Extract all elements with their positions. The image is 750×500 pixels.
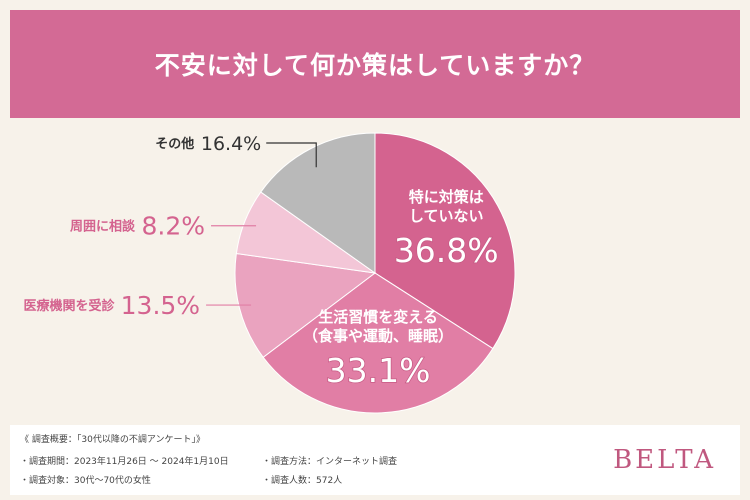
slice-value-0: 36.8% — [394, 231, 499, 270]
slice-label-0: していない — [409, 207, 484, 225]
survey-count: ・調査人数：572人 — [262, 476, 343, 486]
slice-value-1: 33.1% — [326, 351, 431, 390]
survey-footer: 《 調査概要：「30代以降の不調アンケート」》 ・調査期間：2023年11月26… — [10, 425, 740, 495]
title-banner: 不安に対して何か策はしていますか？ — [10, 10, 740, 118]
pie-slice-0 — [374, 132, 516, 350]
slice-label-3: 周囲に相談 — [70, 219, 136, 235]
pie-slice-4 — [260, 132, 376, 274]
slice-value-4: 16.4% — [201, 133, 261, 155]
survey-overview: 《 調査概要：「30代以降の不調アンケート」》 — [20, 435, 205, 445]
page-title: 不安に対して何か策はしていますか？ — [154, 51, 596, 80]
slice-value-2: 13.5% — [121, 291, 200, 320]
slice-label-1: （食事や運動、睡眠） — [303, 327, 453, 345]
slice-label-2: 医療機関を受診 — [24, 298, 116, 314]
pie-slice-2 — [234, 252, 377, 358]
pie-slice-1 — [262, 272, 494, 414]
slice-value-3: 8.2% — [142, 212, 206, 241]
survey-period: ・調査期間：2023年11月26日 ～ 2024年1月10日 — [20, 457, 229, 467]
slice-label-4: その他 — [155, 136, 194, 152]
slice-label-0: 特に対策は — [409, 188, 484, 206]
survey-method: ・調査方法：インターネット調査 — [262, 457, 398, 467]
brand-logo: BELTA — [613, 445, 716, 475]
leader-line-4 — [266, 142, 317, 168]
slice-label-1: 生活習慣を変える — [318, 308, 438, 326]
survey-target: ・調査対象：30代～70代の女性 — [20, 476, 151, 486]
